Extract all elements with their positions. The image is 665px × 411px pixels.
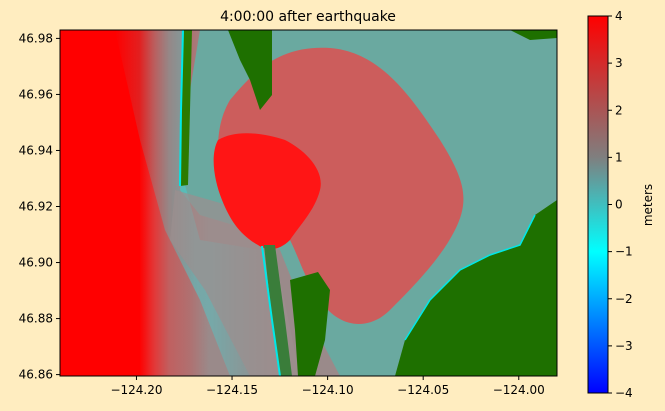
y-tick-label: 46.90 — [19, 256, 53, 270]
y-tick-label: 46.86 — [19, 368, 53, 382]
x-tick-label: −124.20 — [110, 383, 162, 397]
colorbar-tick-label: 1 — [615, 150, 623, 164]
colorbar-tick-label: 4 — [615, 9, 623, 23]
x-tick-label: −124.10 — [302, 383, 354, 397]
heatmap-raster — [60, 30, 557, 376]
plot-frame — [59, 29, 558, 377]
y-tick-label: 46.96 — [19, 87, 53, 101]
shoreline-north — [179, 30, 184, 187]
colorbar-tick-label: 3 — [615, 56, 623, 70]
inundation-core — [213, 133, 321, 250]
chart-title: 4:00:00 after earthquake — [220, 9, 396, 25]
y-tick-label: 46.94 — [19, 143, 53, 157]
x-axis-ticks: −124.20 −124.15 −124.10 −124.05 −124.00 — [110, 376, 545, 397]
land-south-cape — [290, 272, 330, 376]
y-axis-ticks: 46.86 46.88 46.90 46.92 46.94 46.96 46.98 — [19, 31, 60, 382]
land-south-peninsula — [264, 245, 292, 376]
y-tick-label: 46.88 — [19, 312, 53, 326]
inundation-plume — [218, 47, 464, 324]
y-tick-label: 46.92 — [19, 200, 53, 214]
x-tick-label: −124.05 — [397, 383, 449, 397]
colorbar-tick-label: −2 — [615, 292, 633, 306]
colorbar-label: meters — [641, 184, 655, 226]
land-northeast — [510, 30, 557, 40]
x-tick-label: −124.00 — [493, 383, 545, 397]
colorbar-tick-label: −4 — [615, 386, 633, 400]
colorbar-tick-label: −1 — [615, 245, 633, 259]
land-north-wetland — [228, 30, 272, 110]
shoreline-southeast — [404, 214, 536, 341]
shoreline-south — [261, 245, 281, 376]
colorbar-tick-label: 0 — [615, 198, 623, 212]
y-tick-label: 46.98 — [19, 31, 53, 45]
land-southeast — [395, 200, 557, 376]
colorbar-ticks: 4 3 2 1 0 −1 −2 −3 −4 — [608, 9, 633, 400]
colorbar — [587, 15, 609, 394]
x-tick-label: −124.15 — [206, 383, 258, 397]
colorbar-tick-label: −3 — [615, 339, 633, 353]
colorbar-tick-label: 2 — [615, 103, 623, 117]
